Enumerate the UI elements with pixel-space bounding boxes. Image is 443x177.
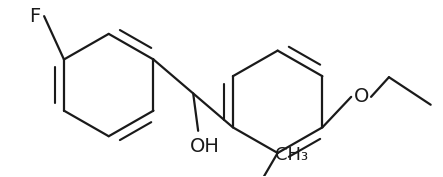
- Text: CH₃: CH₃: [275, 146, 308, 164]
- Text: F: F: [29, 7, 40, 26]
- Text: O: O: [354, 87, 369, 106]
- Text: OH: OH: [190, 137, 220, 156]
